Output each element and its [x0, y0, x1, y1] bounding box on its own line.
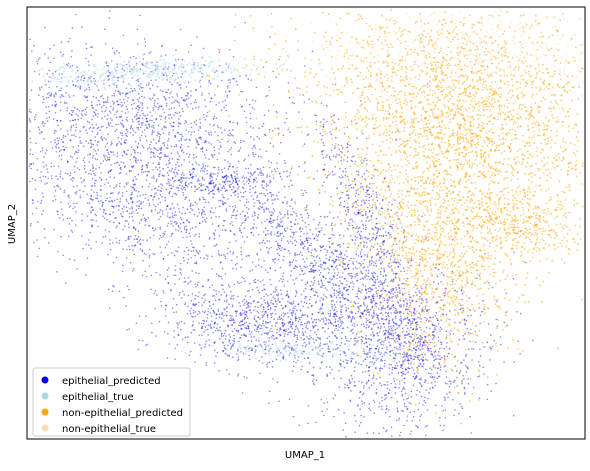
cluster-peach-top	[239, 8, 583, 121]
cluster-blue-bridge	[112, 154, 328, 208]
cluster-orange-lower	[345, 107, 539, 425]
legend-label-non-epithelial-predicted: non-epithelial_predicted	[62, 408, 183, 419]
legend-label-epithelial-predicted: epithelial_predicted	[62, 376, 161, 387]
point-clouds	[28, 8, 584, 438]
legend-marker-epithelial-true	[41, 392, 49, 400]
plot-frame	[26, 6, 586, 440]
legend-label-non-epithelial-true: non-epithelial_true	[62, 424, 156, 435]
cluster-blue-upper-left	[28, 10, 400, 236]
legend-box	[32, 367, 191, 437]
cluster-orange-arm	[458, 185, 582, 267]
cluster-blue-strip	[303, 65, 456, 411]
x-axis-label: UMAP_1	[285, 450, 325, 461]
legend-marker-non-epithelial-predicted	[41, 408, 49, 416]
cluster-blue-left-mid	[29, 95, 368, 375]
y-axis-label: UMAP_2	[7, 204, 18, 244]
legend: epithelial_predicted epithelial_true non…	[32, 367, 191, 437]
cluster-blue-center-arm	[146, 99, 515, 417]
cluster-lightblue-bottom	[180, 335, 416, 365]
cluster-blue-bottom-right	[268, 235, 534, 438]
legend-marker-non-epithelial-true	[41, 424, 49, 432]
cluster-blue-lower-left	[108, 252, 518, 394]
cluster-orange-mid	[234, 21, 584, 401]
legend-label-epithelial-true: epithelial_true	[62, 392, 134, 403]
cluster-lightblue-top	[31, 53, 323, 96]
legend-marker-epithelial-predicted	[41, 376, 49, 384]
